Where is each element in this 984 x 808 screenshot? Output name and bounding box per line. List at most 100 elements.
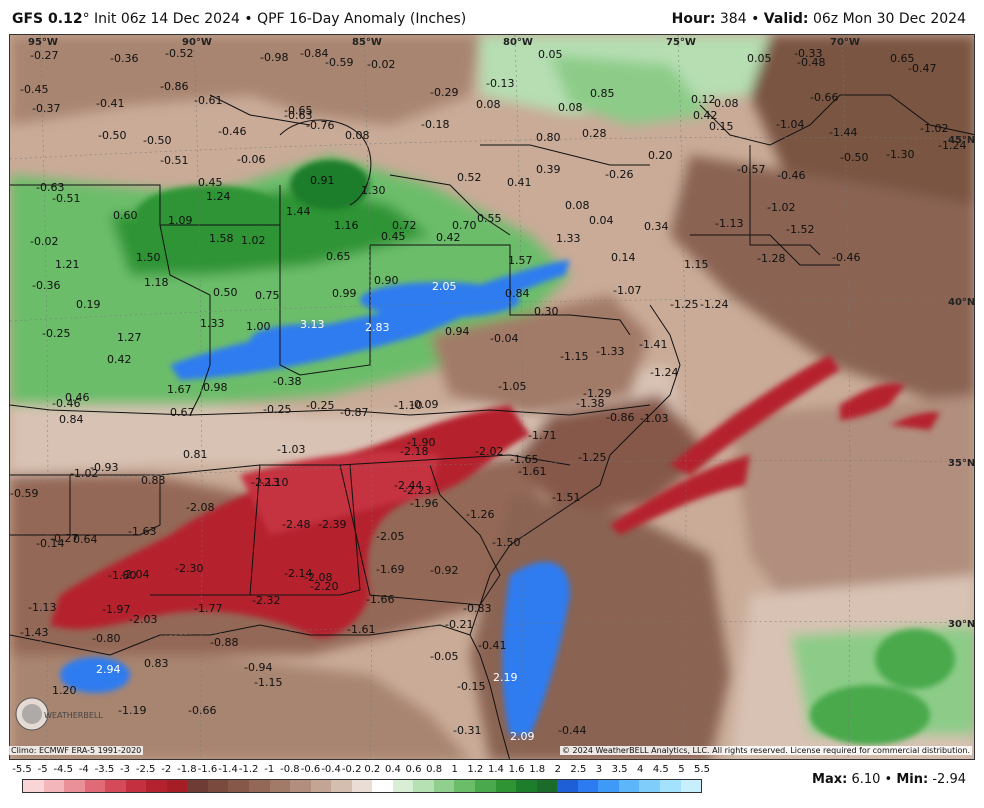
- valid-label: Valid:: [763, 11, 809, 27]
- legend-swatch: [372, 780, 393, 792]
- value-label: -0.26: [605, 168, 633, 181]
- value-label: -1.28: [757, 252, 785, 265]
- value-label: -1.65: [510, 453, 538, 466]
- value-label: -2.18: [400, 445, 428, 458]
- value-label: 0.67: [170, 406, 195, 419]
- value-label: -2.48: [282, 518, 310, 531]
- init-time: Init 06z 14 Dec 2024: [94, 11, 240, 27]
- legend-swatch: [166, 780, 188, 792]
- legend-label: 3: [595, 764, 603, 775]
- lat-label: 45°N: [948, 135, 975, 146]
- lat-label: 40°N: [948, 297, 975, 308]
- legend-label: 0.8: [426, 764, 443, 775]
- legend-label: 5.5: [694, 764, 710, 775]
- value-label: -0.51: [52, 192, 80, 205]
- legend-label: 2.5: [570, 764, 587, 775]
- color-legend: -5.5 -5 -4.5 -4 -3.5 -3 -2.5 -2 -1.8 -1.6 -1.4 -1.2…: [12, 764, 710, 798]
- value-label: 0.52: [457, 171, 482, 184]
- value-label: -0.65: [284, 104, 312, 117]
- value-label: -0.59: [325, 56, 353, 69]
- value-label: -1.66: [366, 593, 394, 606]
- meridian-line: [363, 35, 373, 759]
- legend-label: -0.6: [300, 764, 321, 775]
- value-label: -0.37: [32, 102, 60, 115]
- min-label: Min:: [896, 772, 929, 787]
- value-label: 0.65: [326, 250, 351, 263]
- lat-label: 35°N: [948, 458, 975, 469]
- value-label: -0.52: [165, 47, 193, 60]
- legend-swatch: [475, 780, 496, 792]
- value-label: -0.02: [367, 58, 395, 71]
- value-label: 0.84: [59, 413, 84, 426]
- value-label: 1.44: [286, 205, 311, 218]
- value-label: -2.03: [129, 613, 157, 626]
- legend-label: -3: [120, 764, 131, 775]
- value-label: 3.13: [300, 318, 325, 331]
- value-label: -1.25: [578, 451, 606, 464]
- value-label: 0.05: [747, 52, 772, 65]
- legend-swatch: [618, 780, 640, 792]
- value-label: 0.34: [644, 220, 669, 233]
- model-name: GFS 0.12: [12, 11, 83, 27]
- legend-swatch: [413, 780, 434, 792]
- meridian-line: [39, 35, 49, 759]
- value-label: -0.47: [908, 62, 936, 75]
- value-label: 0.08: [345, 129, 370, 142]
- value-label: 2.09: [510, 730, 535, 743]
- legend-label: 1.6: [508, 764, 525, 775]
- legend-swatch: [228, 780, 250, 792]
- value-label: 0.55: [477, 212, 502, 225]
- value-label: -1.44: [829, 126, 857, 139]
- legend-label: 4.5: [652, 764, 669, 775]
- parallel-line: [10, 459, 974, 483]
- value-label: 1.09: [168, 214, 193, 227]
- parallel-line: [10, 136, 974, 160]
- value-label: 0.72: [392, 219, 417, 232]
- value-label: 0.42: [107, 353, 132, 366]
- value-label: -1.30: [886, 148, 914, 161]
- value-label: -1.61: [518, 465, 546, 478]
- copyright: © 2024 WeatherBELL Analytics, LLC. All r…: [560, 746, 972, 755]
- legend-swatch: [351, 780, 373, 792]
- value-label: 0.45: [198, 176, 223, 189]
- value-label: 0.85: [590, 87, 615, 100]
- value-label: -0.33: [794, 47, 822, 60]
- precip-anomaly-map[interactable]: 95°W 90°W 85°W 80°W 75°W 70°W 45°N 40°N 35°N 30°…: [9, 34, 975, 760]
- value-label: -0.46: [52, 397, 80, 410]
- legend-label: 1.8: [529, 764, 546, 775]
- value-label: -0.86: [606, 411, 634, 424]
- value-label: -2.14: [284, 567, 312, 580]
- value-label: -1.24: [938, 139, 966, 152]
- value-label: 1.24: [206, 190, 231, 203]
- value-label: 1.30: [361, 184, 386, 197]
- value-label: -2.23: [403, 484, 431, 497]
- value-label: -1.38: [576, 397, 604, 410]
- graticule: [10, 35, 974, 759]
- lon-label: 90°W: [182, 37, 212, 48]
- value-label: -1.02: [70, 467, 98, 480]
- value-label: 0.83: [144, 657, 169, 670]
- value-label: 1.21: [55, 258, 80, 271]
- value-label: -0.50: [840, 151, 868, 164]
- value-label: -0.83: [463, 602, 491, 615]
- value-label: -1.03: [640, 412, 668, 425]
- map-canvas: 95°W 90°W 85°W 80°W 75°W 70°W 45°N 40°N 35°N 30°…: [10, 35, 975, 759]
- value-label: -0.25: [306, 399, 334, 412]
- value-label: -1.90: [407, 436, 435, 449]
- logo-text: WEATHERBELL: [44, 711, 103, 720]
- value-label: 1.18: [144, 276, 169, 289]
- legend-swatch: [207, 780, 229, 792]
- legend-label: 5: [678, 764, 685, 775]
- value-label: 0.42: [693, 109, 718, 122]
- valid-info: Hour: 384 • Valid: 06z Mon 30 Dec 2024: [672, 11, 966, 27]
- value-label: -0.21: [445, 618, 473, 631]
- value-label: -0.98: [260, 51, 288, 64]
- value-label: -0.31: [453, 724, 481, 737]
- legend-label: 1.2: [467, 764, 484, 775]
- value-label: -1.10: [394, 399, 422, 412]
- legend-swatch: [64, 780, 85, 792]
- lon-label: 85°W: [352, 37, 382, 48]
- value-label: 0.83: [141, 474, 166, 487]
- value-label: 1.02: [241, 234, 266, 247]
- value-label: -2.32: [252, 594, 280, 607]
